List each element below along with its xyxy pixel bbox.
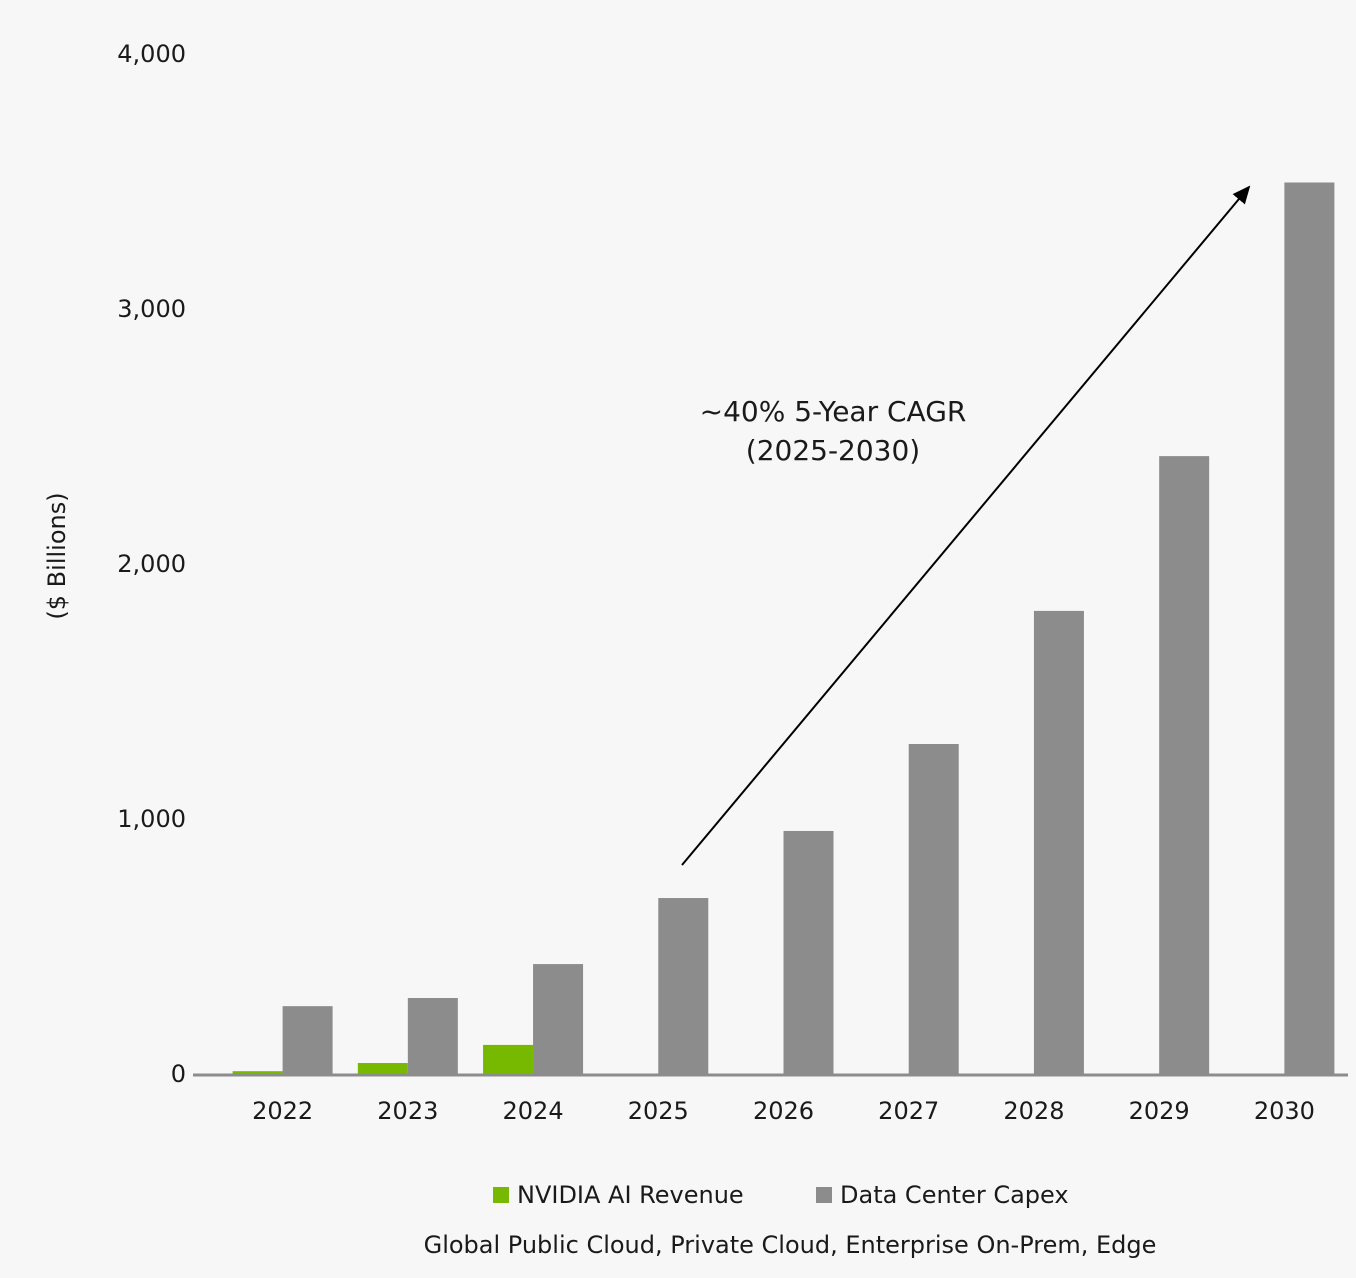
annotation: ~40% 5-Year CAGR — [700, 395, 967, 428]
subtitle: Global Public Cloud, Private Cloud, Ente… — [424, 1231, 1157, 1259]
annotation: (2025-2030) — [746, 434, 920, 467]
x-tick-label: 2026 — [753, 1097, 814, 1125]
x-tick-label: 2025 — [628, 1097, 689, 1125]
bar — [483, 1044, 534, 1075]
bar — [1284, 182, 1335, 1075]
bar — [1033, 610, 1084, 1075]
y-axis-label: ($ Billions) — [43, 492, 71, 619]
legend-swatch — [816, 1187, 832, 1203]
y-tick-label: 0 — [171, 1060, 186, 1088]
legend-label: NVIDIA AI Revenue — [517, 1181, 744, 1209]
bar — [658, 898, 709, 1075]
bar — [533, 964, 584, 1075]
x-tick-label: 2024 — [503, 1097, 564, 1125]
bar — [1159, 456, 1210, 1075]
bar — [783, 830, 834, 1075]
y-tick-label: 4,000 — [117, 40, 186, 68]
cagr-arrow — [681, 185, 1251, 866]
legend-swatch — [493, 1187, 509, 1203]
bar — [357, 1063, 408, 1075]
bar — [232, 1071, 283, 1075]
bar — [908, 744, 959, 1075]
y-tick-label: 2,000 — [117, 550, 186, 578]
bar — [407, 997, 458, 1075]
x-tick-label: 2027 — [878, 1097, 939, 1125]
x-tick-label: 2023 — [377, 1097, 438, 1125]
x-tick-label: 2029 — [1129, 1097, 1190, 1125]
bar — [282, 1006, 333, 1075]
y-tick-label: 1,000 — [117, 805, 186, 833]
x-tick-label: 2030 — [1254, 1097, 1315, 1125]
x-tick-label: 2028 — [1003, 1097, 1064, 1125]
legend-label: Data Center Capex — [840, 1181, 1069, 1209]
y-tick-label: 3,000 — [117, 295, 186, 323]
x-tick-label: 2022 — [252, 1097, 313, 1125]
